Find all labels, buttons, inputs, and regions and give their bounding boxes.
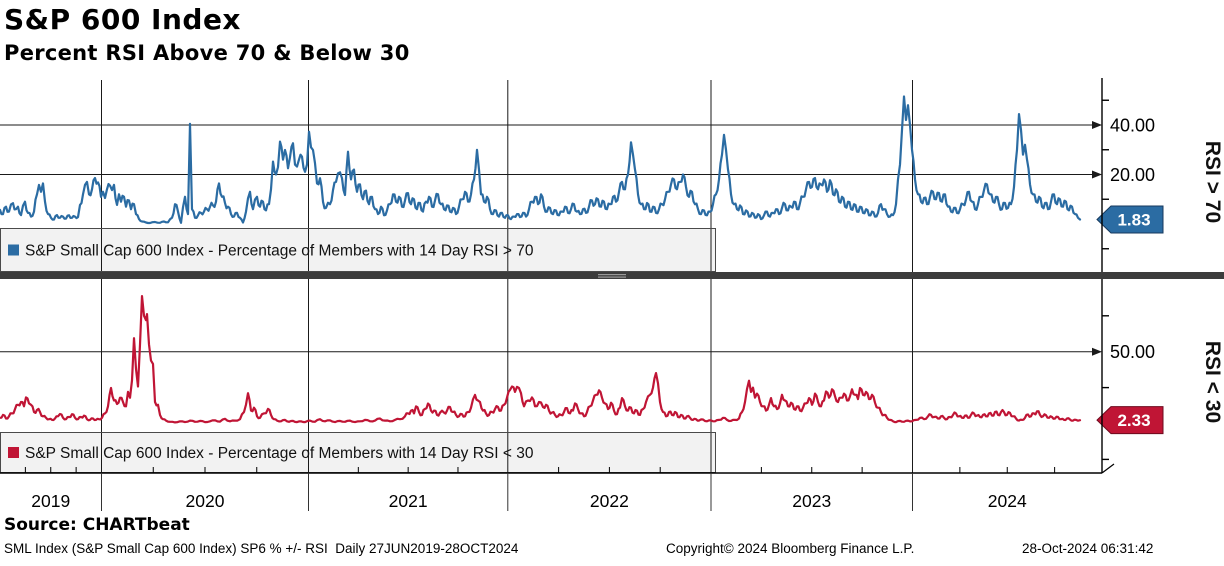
page-title: S&P 600 Index [4, 3, 241, 36]
axis-caption-rsi-above-70: RSI > 70 [1201, 141, 1224, 223]
legend-swatch-icon [8, 447, 19, 458]
legend-label: S&P Small Cap 600 Index - Percentage of … [25, 243, 534, 260]
copyright-notice: Copyright© 2024 Bloomberg Finance L.P. [666, 541, 915, 556]
y-tick-label: 50.00 [1110, 342, 1155, 362]
panel-rsi-above-70: 40.00 20.00 S&P Small Cap 600 Index - Perc… [0, 80, 1224, 272]
series-line-rsi-above-70 [0, 95, 1082, 225]
panel-separator[interactable] [0, 272, 1224, 279]
chart-canvas: 40.00 20.00 S&P Small Cap 600 Index - Perc… [0, 78, 1224, 511]
year-label: 2019 [31, 491, 70, 511]
panel-rsi-below-30: 50.00 S&P Small Cap 600 Index - Percentag… [0, 279, 1224, 473]
last-value-badge-rsi-above-70: 1.83 [1096, 205, 1164, 234]
series-line-rsi-below-30 [0, 295, 1082, 424]
page-subtitle: Percent RSI Above 70 & Below 30 [4, 41, 410, 65]
chart-header: S&P 600 Index Percent RSI Above 70 & Bel… [4, 0, 410, 66]
y-tick-label: 40.00 [1110, 116, 1155, 136]
year-label: 2023 [792, 491, 831, 511]
year-label: 2020 [186, 491, 225, 511]
timestamp: 28-Oct-2024 06:31:42 [1022, 541, 1154, 556]
y-tick-label: 20.00 [1110, 165, 1155, 185]
legend-rsi-above-70[interactable]: S&P Small Cap 600 Index - Percentage of … [0, 228, 716, 272]
legend-label: S&P Small Cap 600 Index - Percentage of … [25, 445, 534, 462]
year-label: 2021 [389, 491, 428, 511]
last-value-text: 2.33 [1117, 411, 1150, 430]
year-label: 2022 [590, 491, 629, 511]
last-value-text: 1.83 [1117, 210, 1150, 229]
x-axis: 2019 2020 2021 2022 2023 2024 [0, 463, 1115, 511]
last-value-badge-rsi-below-30: 2.33 [1096, 406, 1164, 435]
axis-caption-rsi-below-30: RSI < 30 [1201, 341, 1224, 423]
separator-grip-icon[interactable] [598, 274, 626, 276]
year-label: 2024 [988, 491, 1027, 511]
source-label: Source: CHARTbeat [4, 515, 190, 535]
security-meta-line: SML Index (S&P Small Cap 600 Index) SP6 … [4, 541, 519, 556]
legend-swatch-icon [8, 244, 19, 256]
